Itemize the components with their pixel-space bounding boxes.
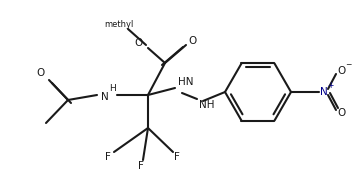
Text: O: O (189, 36, 197, 46)
Text: N: N (320, 87, 328, 97)
Text: +: + (327, 80, 333, 90)
Text: HN: HN (178, 77, 194, 87)
Text: H: H (110, 83, 116, 92)
Text: F: F (138, 161, 144, 171)
Text: O: O (135, 38, 143, 48)
Text: F: F (105, 152, 111, 162)
Text: O: O (36, 68, 44, 78)
Text: N: N (101, 92, 109, 102)
Text: −: − (345, 60, 351, 70)
Text: F: F (174, 152, 180, 162)
Text: methyl: methyl (104, 19, 134, 28)
Text: NH: NH (199, 100, 215, 110)
Text: O: O (338, 66, 346, 76)
Text: O: O (338, 108, 346, 118)
